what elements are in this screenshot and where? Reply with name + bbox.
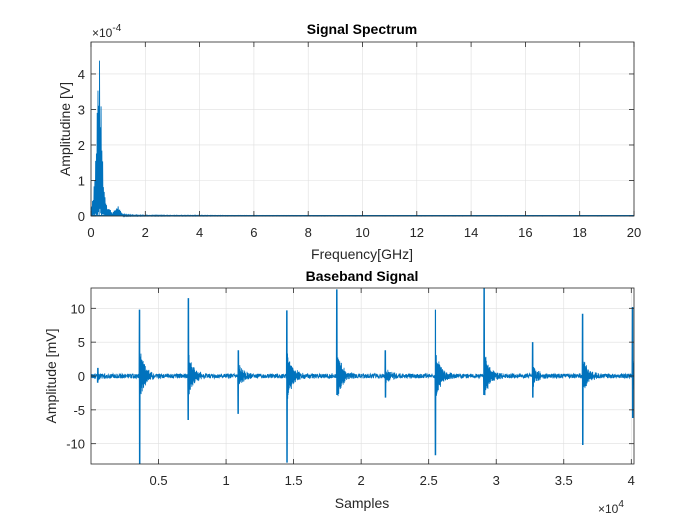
baseband-ytick-label: 5 [78,335,85,350]
baseband-xtick-label: 2.5 [420,473,438,488]
baseband-xtick-label: 4 [628,473,635,488]
baseband-xlabel: Samples [335,495,389,511]
baseband-xtick-label: 1 [222,473,229,488]
baseband-ylabel: Amplitude [mV] [43,329,59,424]
spectrum-y-exponent-power: -4 [112,23,121,34]
spectrum-xlabel: Frequency[GHz] [311,246,413,262]
baseband-xtick-label: 2 [358,473,365,488]
spectrum-xtick-label: 18 [572,225,586,240]
baseband-title: Baseband Signal [306,268,419,284]
baseband-ytick-label: -5 [73,403,85,418]
baseband-x-exponent-base: ×10 [598,502,619,516]
baseband-ytick-label: 0 [78,369,85,384]
baseband-data [91,288,634,464]
spectrum-y-exponent: ×10-4 [92,23,122,40]
spectrum-ytick-label: 1 [78,173,85,188]
spectrum-ytick-label: 4 [78,67,85,82]
spectrum-xtick-label: 6 [250,225,257,240]
spectrum-ytick-label: 2 [78,138,85,153]
spectrum-xtick-label: 14 [464,225,478,240]
spectrum-title: Signal Spectrum [307,21,417,37]
spectrum-xtick-label: 20 [627,225,641,240]
spectrum-xtick-label: 12 [410,225,424,240]
baseband-ytick-label: -10 [66,437,85,452]
baseband-ticks: 0.5 1 1.5 2 2.5 3 3.5 4 -10 -5 0 5 10 [66,288,635,488]
spectrum-xtick-label: 10 [355,225,369,240]
spectrum-xtick-label: 8 [305,225,312,240]
baseband-axes: 0.5 1 1.5 2 2.5 3 3.5 4 -10 -5 0 5 10 Baseband Signa… [43,268,635,516]
spectrum-ylabel: Amplitudine [V] [57,82,73,176]
baseband-line [91,288,634,464]
spectrum-ytick-label: 0 [78,209,85,224]
spectrum-xtick-label: 4 [196,225,203,240]
baseband-xtick-label: 1.5 [285,473,303,488]
spectrum-y-exponent-base: ×10 [92,26,113,40]
baseband-xtick-label: 0.5 [149,473,167,488]
baseband-x-exponent: ×104 [598,499,624,516]
spectrum-xtick-label: 2 [142,225,149,240]
spectrum-xtick-label: 0 [87,225,94,240]
baseband-ytick-label: 10 [71,301,85,316]
baseband-x-exponent-power: 4 [618,499,624,510]
baseband-xtick-label: 3 [493,473,500,488]
spectrum-ytick-label: 3 [78,102,85,117]
baseband-xtick-label: 3.5 [555,473,573,488]
spectrum-xtick-label: 16 [518,225,532,240]
